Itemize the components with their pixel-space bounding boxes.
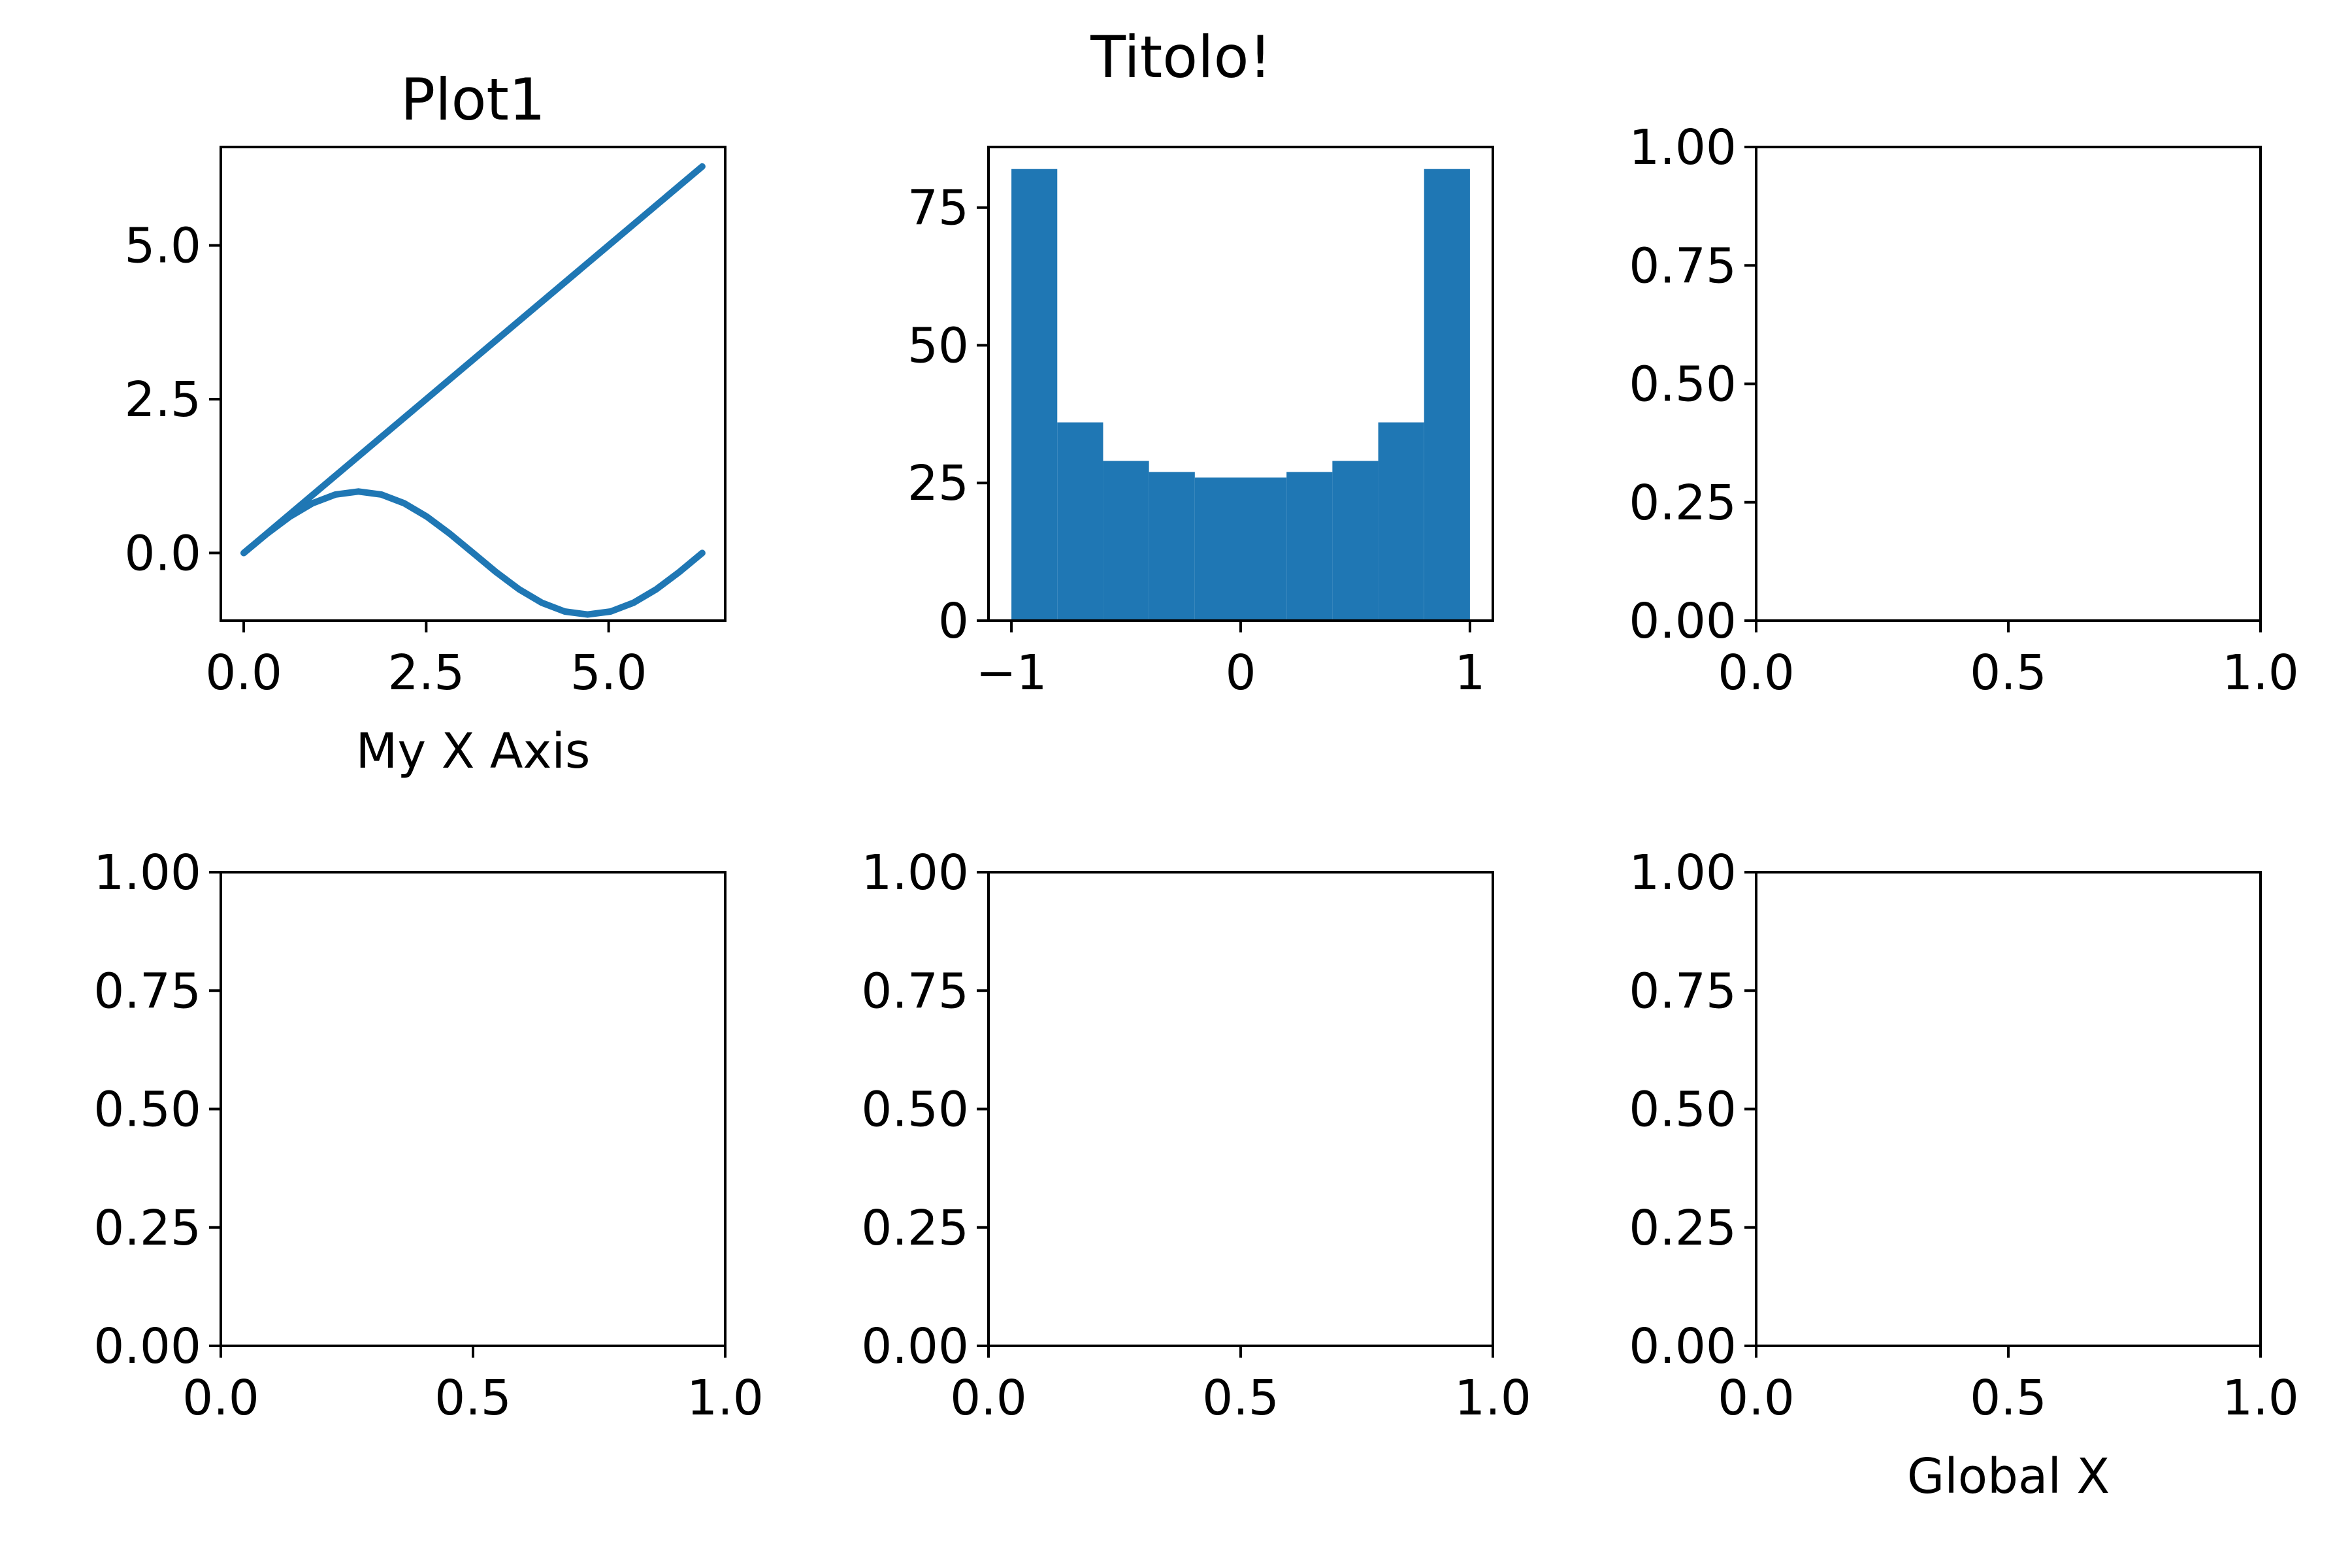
histogram-bar (1378, 422, 1424, 621)
y-tick-label: 0.50 (1629, 357, 1737, 413)
y-tick-label: 0.0 (124, 525, 201, 581)
y-tick-label: 0.75 (1629, 963, 1737, 1019)
histogram-bar (1286, 472, 1333, 621)
subplot-5: 0.0 0.5 1.0 0.00 0.25 0.50 0.75 1.00 (861, 845, 1531, 1426)
x-tick-label: 2.5 (387, 645, 465, 701)
x-tick-label: 0.5 (434, 1370, 512, 1426)
y-tick-label: 0.75 (93, 963, 201, 1019)
plot-area (1011, 169, 1470, 621)
x-tick-label: 1.0 (2222, 1370, 2299, 1426)
x-tick-label: 0.0 (205, 645, 282, 701)
subplot-4: 0.0 0.5 1.0 0.00 0.25 0.50 0.75 1.00 (93, 845, 764, 1426)
subplot-6: 0.0 0.5 1.0 0.00 0.25 0.50 0.75 1.00 Global X (1629, 845, 2299, 1505)
y-tick-label: 50 (907, 318, 969, 374)
y-tick-label: 0.00 (1629, 593, 1737, 649)
y-tick-label: 5.0 (124, 218, 201, 274)
y-tick-label: 1.00 (93, 845, 201, 901)
figure-suptitle: Titolo! (1090, 24, 1271, 91)
x-axis-label: Global X (1907, 1448, 2110, 1505)
y-tick-label: 1.00 (1629, 120, 1737, 176)
histogram-bar (1194, 477, 1241, 621)
x-tick-label: 0.0 (182, 1370, 259, 1426)
histogram-bar (1241, 477, 1287, 621)
histogram-bar (1332, 461, 1379, 621)
y-tick-label: 75 (907, 180, 969, 237)
x-axis-label: My X Axis (356, 723, 591, 779)
y-tick-label: 0.50 (861, 1082, 969, 1138)
y-tick-label: 0.75 (861, 963, 969, 1019)
y-tick-label: 2.5 (124, 372, 201, 428)
y-tick-label: 0.00 (861, 1318, 969, 1375)
y-tick-label: 0.50 (93, 1082, 201, 1138)
x-tick-label: 0.5 (1202, 1370, 1279, 1426)
histogram-bar (1011, 169, 1058, 621)
y-tick-label: 0.25 (861, 1200, 969, 1256)
x-tick-label: 1.0 (1454, 1370, 1531, 1426)
series-line-2 (240, 488, 706, 618)
y-tick-label: 25 (907, 455, 969, 512)
x-tick-label: 0 (1225, 645, 1256, 701)
x-tick-label: 1.0 (687, 1370, 764, 1426)
x-tick-label: 0.0 (1718, 645, 1795, 701)
histogram-bar (1103, 461, 1149, 621)
histogram-bar (1424, 169, 1470, 621)
y-tick-label: 0.25 (93, 1200, 201, 1256)
y-tick-label: 0.00 (1629, 1318, 1737, 1375)
axes-frame (220, 146, 727, 622)
y-tick-label: 0.25 (1629, 1200, 1737, 1256)
y-tick-label: 0.75 (1629, 238, 1737, 294)
subplot-title: Plot1 (400, 66, 546, 133)
subplot-1: 0.0 2.5 5.0 0.0 2.5 5.0 Plot1 My X Axis (124, 66, 727, 779)
x-tick-label: 1.0 (2222, 645, 2299, 701)
x-tick-label: 0.0 (950, 1370, 1027, 1426)
plot-area (240, 163, 706, 618)
y-tick-label: 0 (938, 593, 969, 649)
histogram-bar (1057, 422, 1103, 621)
y-tick-label: 1.00 (1629, 845, 1737, 901)
y-tick-label: 0.00 (93, 1318, 201, 1375)
x-tick-label: 1 (1454, 645, 1485, 701)
subplot-3: 0.0 0.5 1.0 0.00 0.25 0.50 0.75 1.00 (1629, 120, 2299, 701)
y-tick-label: 0.25 (1629, 475, 1737, 531)
x-tick-label: 0.5 (1970, 1370, 2047, 1426)
x-tick-label: −1 (976, 645, 1047, 701)
x-tick-label: 0.0 (1718, 1370, 1795, 1426)
y-tick-label: 0.50 (1629, 1082, 1737, 1138)
series-line-1 (240, 163, 706, 557)
y-tick-label: 1.00 (861, 845, 969, 901)
x-tick-label: 0.5 (1970, 645, 2047, 701)
histogram-bar (1149, 472, 1195, 621)
x-tick-label: 5.0 (570, 645, 647, 701)
